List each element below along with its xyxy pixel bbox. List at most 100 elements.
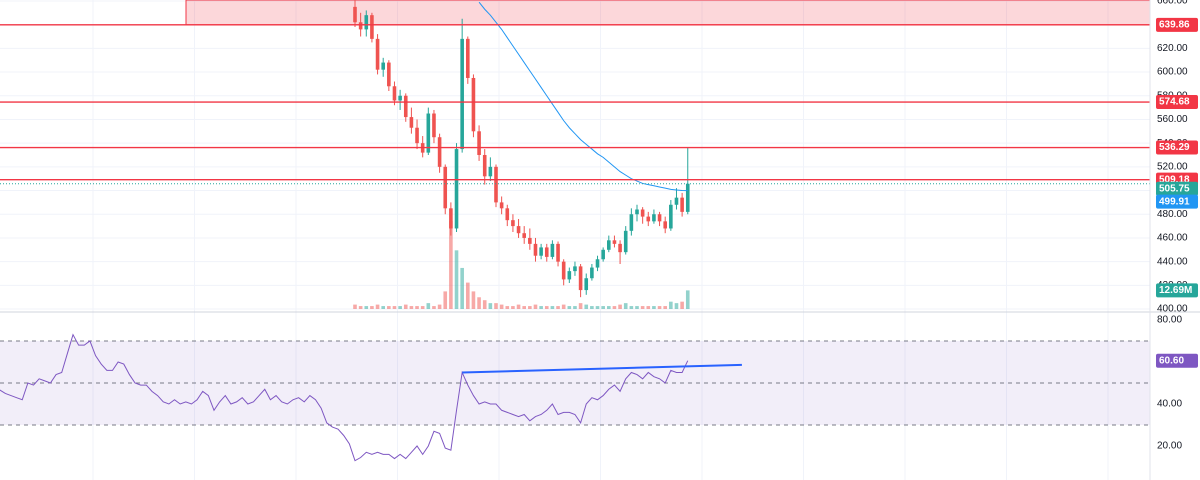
volume-bar bbox=[482, 300, 487, 309]
candle-body bbox=[657, 214, 662, 222]
volume-bar bbox=[669, 301, 673, 309]
candle-body bbox=[669, 204, 673, 229]
volume-bar bbox=[432, 306, 436, 309]
candle-body bbox=[612, 240, 617, 244]
y-tick-label: 80.00 bbox=[1157, 315, 1182, 326]
resistance-zone bbox=[185, 0, 1151, 26]
volume-bar bbox=[477, 297, 481, 309]
y-tick-label: 460.00 bbox=[1157, 233, 1188, 244]
candle-body bbox=[392, 86, 397, 101]
volume-bar bbox=[663, 306, 667, 309]
candle-body bbox=[528, 237, 532, 244]
y-tick-label: 20.00 bbox=[1157, 441, 1182, 452]
candle-body bbox=[623, 230, 628, 253]
volume-bar bbox=[522, 306, 526, 309]
volume-bar bbox=[629, 306, 634, 309]
candle-body bbox=[544, 247, 549, 257]
y-tick-label: 440.00 bbox=[1157, 256, 1188, 267]
y-tick-label: 560.00 bbox=[1157, 114, 1188, 125]
candle-body bbox=[663, 221, 667, 229]
volume-bar bbox=[623, 303, 628, 309]
volume-bar bbox=[466, 282, 470, 309]
candle-body bbox=[499, 202, 504, 209]
level-label: 536.29 bbox=[1159, 142, 1190, 153]
volume-bar bbox=[437, 304, 442, 309]
y-tick-label: 520.00 bbox=[1157, 161, 1188, 172]
volume-bar bbox=[511, 306, 515, 309]
candle-body bbox=[488, 166, 493, 177]
candle-body bbox=[398, 95, 402, 101]
candle-body bbox=[471, 77, 476, 132]
volume-bar bbox=[375, 304, 380, 309]
candle-body bbox=[635, 209, 639, 215]
moving-average-line bbox=[478, 1, 688, 192]
candle-body bbox=[533, 243, 538, 256]
y-tick-label: 620.00 bbox=[1157, 43, 1188, 54]
volume-bar bbox=[680, 301, 684, 309]
candle-body bbox=[685, 183, 690, 212]
rsi-band bbox=[0, 340, 1150, 425]
volume-bar bbox=[528, 306, 532, 309]
candle-body bbox=[674, 197, 679, 205]
candle-body bbox=[381, 62, 385, 70]
candle-body bbox=[511, 220, 515, 227]
candle-body bbox=[466, 38, 470, 78]
last-price-label-box bbox=[1156, 181, 1198, 196]
volume-bar bbox=[381, 306, 385, 309]
candle-body bbox=[646, 216, 651, 222]
volume-bar bbox=[539, 306, 543, 309]
candle-body bbox=[618, 243, 622, 253]
volume-label: 12.69M bbox=[1159, 285, 1192, 296]
volume-bar bbox=[646, 306, 651, 309]
volume-bar bbox=[544, 306, 549, 309]
volume-bar bbox=[364, 306, 369, 309]
volume-bar bbox=[471, 291, 476, 309]
volume-bar bbox=[573, 306, 577, 309]
volume-bar bbox=[550, 306, 555, 309]
candle-body bbox=[652, 214, 656, 222]
candle-body bbox=[370, 15, 374, 39]
ma-label-box bbox=[1156, 194, 1198, 209]
volume-bar bbox=[443, 291, 448, 309]
volume-bar bbox=[460, 267, 464, 309]
volume-bar bbox=[516, 304, 521, 309]
volume-bar bbox=[561, 304, 566, 309]
candle-body bbox=[607, 240, 611, 250]
candle-body bbox=[595, 259, 600, 268]
volume-bar bbox=[387, 306, 391, 309]
volume-bar bbox=[601, 306, 605, 309]
volume-bar bbox=[499, 304, 504, 309]
candle-body bbox=[460, 38, 464, 150]
candle-body bbox=[482, 154, 487, 177]
candle-body bbox=[567, 271, 572, 280]
volume-bar bbox=[398, 306, 402, 309]
rsi-value-box bbox=[1156, 353, 1198, 368]
volume-label-box bbox=[1156, 283, 1198, 298]
volume-bar bbox=[612, 306, 617, 309]
volume-bar bbox=[640, 306, 645, 309]
candle-body bbox=[375, 38, 380, 70]
volume-bar bbox=[590, 306, 594, 309]
candle-body bbox=[601, 249, 605, 260]
candle-body bbox=[403, 95, 408, 118]
candle-body bbox=[449, 208, 453, 229]
candle-body bbox=[505, 208, 510, 221]
candle-body bbox=[409, 117, 414, 128]
y-tick-label: 40.00 bbox=[1157, 399, 1182, 410]
volume-bar bbox=[584, 304, 589, 309]
volume-bar bbox=[370, 306, 374, 309]
volume-bar bbox=[420, 306, 425, 309]
candle-body bbox=[578, 266, 583, 291]
candle-body bbox=[640, 209, 645, 217]
candle-body bbox=[556, 243, 560, 262]
volume-bar bbox=[685, 290, 690, 309]
candle-body bbox=[358, 22, 363, 30]
volume-bar bbox=[449, 221, 453, 309]
candle-body bbox=[539, 247, 543, 256]
volume-bar bbox=[494, 303, 498, 309]
volume-bar bbox=[392, 306, 397, 309]
volume-bar bbox=[358, 306, 363, 309]
volume-bar bbox=[409, 306, 414, 309]
rsi-line bbox=[0, 333, 689, 462]
candle-body bbox=[426, 113, 431, 153]
